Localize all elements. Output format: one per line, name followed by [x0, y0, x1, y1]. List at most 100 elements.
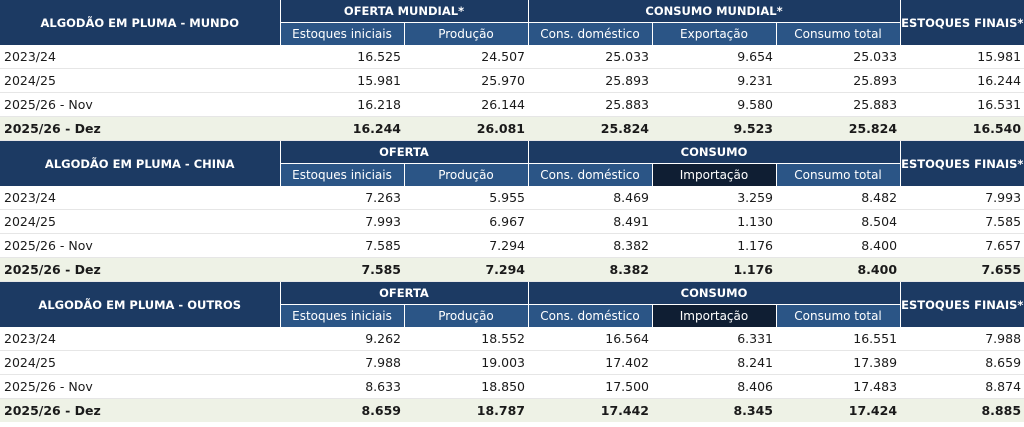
cell-ending-stocks: 16.540 [900, 116, 1024, 141]
cell-imports: 8.406 [652, 374, 776, 399]
cell-production: 19.003 [404, 350, 528, 375]
section-group-header: ALGODÃO EM PLUMA - OUTROS OFERTA CONSUMO… [0, 281, 1024, 327]
section-china: ALGODÃO EM PLUMA - CHINA OFERTA CONSUMO … [0, 140, 1024, 282]
col-header-total-consumption: Consumo total [776, 22, 901, 45]
cell-domestic-consumption: 8.382 [528, 233, 652, 258]
cell-beginning-stocks: 7.993 [280, 209, 404, 234]
cell-production: 26.081 [404, 116, 528, 141]
row-label: 2024/25 [0, 350, 280, 375]
table-row-highlight: 2025/26 - Dez 7.585 7.294 8.382 1.176 8.… [0, 257, 1024, 282]
cell-domestic-consumption: 25.883 [528, 92, 652, 117]
cell-total-consumption: 17.389 [776, 350, 901, 375]
cell-total-consumption: 25.824 [776, 116, 901, 141]
row-label: 2023/24 [0, 186, 280, 210]
cell-production: 7.294 [404, 233, 528, 258]
col-header-beginning-stocks: Estoques iniciais [280, 22, 405, 45]
col-header-production: Produção [404, 163, 529, 186]
cell-ending-stocks: 8.659 [900, 350, 1024, 375]
ending-stocks-header: ESTOQUES FINAIS* [900, 0, 1024, 45]
cell-beginning-stocks: 16.218 [280, 92, 404, 117]
supply-group-header: OFERTA MUNDIAL* [280, 0, 529, 23]
cell-exports: 9.654 [652, 45, 776, 69]
cell-total-consumption: 8.504 [776, 209, 901, 234]
section-mundo: ALGODÃO EM PLUMA - MUNDO OFERTA MUNDIAL*… [0, 0, 1024, 141]
cell-total-consumption: 25.893 [776, 68, 901, 93]
ending-stocks-header: ESTOQUES FINAIS* [900, 140, 1024, 186]
table-row: 2024/25 15.981 25.970 25.893 9.231 25.89… [0, 68, 1024, 93]
cell-production: 24.507 [404, 45, 528, 69]
cell-ending-stocks: 7.988 [900, 327, 1024, 351]
table-row-highlight: 2025/26 - Dez 8.659 18.787 17.442 8.345 … [0, 398, 1024, 422]
cell-domestic-consumption: 25.824 [528, 116, 652, 141]
cell-total-consumption: 17.483 [776, 374, 901, 399]
section-title: ALGODÃO EM PLUMA - MUNDO [0, 0, 281, 45]
cell-production: 5.955 [404, 186, 528, 210]
cell-beginning-stocks: 8.633 [280, 374, 404, 399]
cell-domestic-consumption: 8.469 [528, 186, 652, 210]
cell-ending-stocks: 7.585 [900, 209, 1024, 234]
supply-group-header: OFERTA [280, 140, 529, 164]
cell-imports: 1.130 [652, 209, 776, 234]
cell-imports: 8.345 [652, 398, 776, 422]
cell-imports: 8.241 [652, 350, 776, 375]
col-header-imports: Importação [652, 304, 777, 327]
cell-ending-stocks: 16.244 [900, 68, 1024, 93]
col-header-total-consumption: Consumo total [776, 163, 901, 186]
row-label: 2025/26 - Dez [0, 116, 280, 141]
table-row-highlight: 2025/26 - Dez 16.244 26.081 25.824 9.523… [0, 116, 1024, 141]
cell-production: 7.294 [404, 257, 528, 282]
col-header-exports: Exportação [652, 22, 777, 45]
cell-beginning-stocks: 16.525 [280, 45, 404, 69]
section-column-header: Estoques iniciais Produção Cons. domésti… [0, 304, 1024, 327]
cell-exports: 9.523 [652, 116, 776, 141]
section-outros: ALGODÃO EM PLUMA - OUTROS OFERTA CONSUMO… [0, 281, 1024, 422]
cell-beginning-stocks: 7.585 [280, 257, 404, 282]
cell-ending-stocks: 7.993 [900, 186, 1024, 210]
cell-ending-stocks: 7.657 [900, 233, 1024, 258]
cell-imports: 6.331 [652, 327, 776, 351]
row-label: 2025/26 - Nov [0, 233, 280, 258]
cell-production: 26.144 [404, 92, 528, 117]
section-title: ALGODÃO EM PLUMA - OUTROS [0, 281, 281, 327]
section-title: ALGODÃO EM PLUMA - CHINA [0, 140, 281, 186]
cell-exports: 9.231 [652, 68, 776, 93]
cell-total-consumption: 8.400 [776, 233, 901, 258]
cell-total-consumption: 8.482 [776, 186, 901, 210]
cell-total-consumption: 25.883 [776, 92, 901, 117]
cell-beginning-stocks: 7.585 [280, 233, 404, 258]
col-header-total-consumption: Consumo total [776, 304, 901, 327]
cell-production: 18.787 [404, 398, 528, 422]
cell-beginning-stocks: 8.659 [280, 398, 404, 422]
col-header-beginning-stocks: Estoques iniciais [280, 163, 405, 186]
cell-beginning-stocks: 9.262 [280, 327, 404, 351]
cell-beginning-stocks: 16.244 [280, 116, 404, 141]
col-header-domestic-consumption: Cons. doméstico [528, 22, 653, 45]
section-group-header: ALGODÃO EM PLUMA - MUNDO OFERTA MUNDIAL*… [0, 0, 1024, 45]
consumption-group-header: CONSUMO [528, 140, 901, 164]
table-row: 2024/25 7.993 6.967 8.491 1.130 8.504 7.… [0, 209, 1024, 234]
col-header-domestic-consumption: Cons. doméstico [528, 163, 653, 186]
table-row: 2025/26 - Nov 16.218 26.144 25.883 9.580… [0, 92, 1024, 117]
cell-ending-stocks: 7.655 [900, 257, 1024, 282]
cell-total-consumption: 17.424 [776, 398, 901, 422]
cell-production: 18.552 [404, 327, 528, 351]
row-label: 2025/26 - Nov [0, 374, 280, 399]
cell-total-consumption: 8.400 [776, 257, 901, 282]
cell-total-consumption: 16.551 [776, 327, 901, 351]
cell-exports: 9.580 [652, 92, 776, 117]
cell-domestic-consumption: 8.491 [528, 209, 652, 234]
cell-beginning-stocks: 7.263 [280, 186, 404, 210]
cell-production: 6.967 [404, 209, 528, 234]
col-header-production: Produção [404, 22, 529, 45]
table-row: 2023/24 16.525 24.507 25.033 9.654 25.03… [0, 45, 1024, 69]
cell-ending-stocks: 16.531 [900, 92, 1024, 117]
cell-domestic-consumption: 17.442 [528, 398, 652, 422]
cell-ending-stocks: 15.981 [900, 45, 1024, 69]
table-row: 2025/26 - Nov 7.585 7.294 8.382 1.176 8.… [0, 233, 1024, 258]
cell-beginning-stocks: 15.981 [280, 68, 404, 93]
cell-total-consumption: 25.033 [776, 45, 901, 69]
table-row: 2023/24 7.263 5.955 8.469 3.259 8.482 7.… [0, 186, 1024, 210]
col-header-beginning-stocks: Estoques iniciais [280, 304, 405, 327]
table-row: 2025/26 - Nov 8.633 18.850 17.500 8.406 … [0, 374, 1024, 399]
